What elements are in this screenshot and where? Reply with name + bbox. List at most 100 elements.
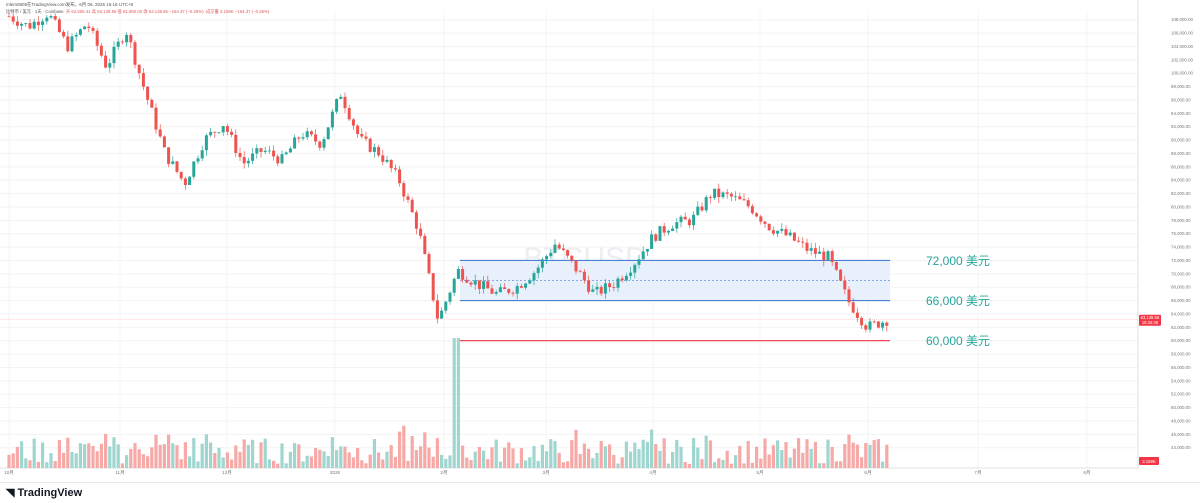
volume-bar <box>591 458 595 468</box>
x-tick-label: 7月 <box>974 470 981 476</box>
y-tick-label: 70,000.00 <box>1171 271 1191 276</box>
volume-bar <box>540 444 544 468</box>
volume-bar <box>116 444 120 468</box>
candle-body <box>45 17 49 22</box>
volume-bar <box>461 445 465 468</box>
candle-body <box>750 206 754 214</box>
y-tick-label: 96,000.00 <box>1171 97 1191 102</box>
candle-body <box>322 139 326 148</box>
x-tick-label: 8月 <box>1083 470 1090 476</box>
candle-body <box>805 242 809 251</box>
candle-body <box>872 321 876 323</box>
candle-body <box>662 226 666 233</box>
candle-body <box>53 16 57 20</box>
volume-bar <box>549 439 553 468</box>
candle-body <box>738 196 742 200</box>
volume-bar <box>28 460 32 468</box>
volume-bar <box>297 444 301 468</box>
y-tick-label: 60,000.00 <box>1171 338 1191 343</box>
volume-bar <box>45 462 49 468</box>
candle-body <box>671 228 675 231</box>
candle-body <box>666 230 670 233</box>
volume-bar <box>238 451 242 468</box>
volume-bar <box>771 445 775 468</box>
x-tick-label: 11月 <box>115 470 124 476</box>
candle-body <box>150 99 154 108</box>
volume-bar <box>545 451 549 468</box>
candle-body <box>813 248 817 254</box>
candle-body <box>570 255 574 261</box>
candle-body <box>259 148 263 152</box>
volume-bar <box>141 454 145 468</box>
volume-bar <box>494 439 498 468</box>
candle-body <box>255 148 259 154</box>
candle-body <box>221 126 225 133</box>
tradingview-logo-icon: ◥ <box>6 487 15 499</box>
volume-bar <box>603 446 607 468</box>
candle-body <box>452 278 456 293</box>
y-tick-label: 54,000.00 <box>1171 378 1191 383</box>
candle-body <box>528 280 532 284</box>
volume-bar <box>519 448 523 468</box>
volume-bar <box>309 456 313 468</box>
volume-bar <box>566 461 570 468</box>
volume-bar <box>885 444 889 468</box>
candle-body <box>32 21 36 29</box>
volume-bar <box>876 439 880 468</box>
candle-body <box>591 289 595 292</box>
volume-bar <box>830 447 834 468</box>
volume-bar <box>125 455 129 468</box>
candle-body <box>612 287 616 288</box>
volume-bar <box>658 450 662 468</box>
candle-body <box>809 248 813 251</box>
volume-bar <box>11 453 15 468</box>
last-price-value: 63,138.56 <box>1141 315 1160 320</box>
volume-bar <box>49 453 53 468</box>
candle-body <box>797 240 801 242</box>
volume-bar <box>343 446 347 468</box>
volume-bar <box>32 438 36 468</box>
volume-bar <box>763 438 767 468</box>
y-tick-label: 44,000.00 <box>1171 445 1191 450</box>
candle-body <box>398 169 402 184</box>
level-label: 60,000 美元 <box>926 334 990 348</box>
volume-bar <box>234 445 238 468</box>
volume-bar <box>183 442 187 468</box>
volume-bar <box>608 444 612 468</box>
candle-body <box>641 251 645 260</box>
candle-body <box>650 234 654 249</box>
candle-body <box>326 127 330 140</box>
y-tick-label: 108,000.00 <box>1171 17 1194 22</box>
candle-body <box>515 286 519 294</box>
candle-body <box>293 137 297 149</box>
tradingview-logo[interactable]: ◥ TradingView <box>6 486 82 499</box>
candle-body <box>427 254 431 274</box>
candle-body <box>62 31 66 37</box>
volume-bar <box>624 441 628 468</box>
volume-bar <box>868 444 872 468</box>
volume-bar <box>406 460 410 468</box>
candle-body <box>839 269 843 281</box>
volume-bar <box>666 463 670 468</box>
volume-bar <box>385 451 389 468</box>
candle-body <box>280 154 284 164</box>
volume-bar <box>528 457 532 468</box>
volume-bar <box>616 463 620 468</box>
candle-body <box>830 251 834 262</box>
volume-bar <box>469 460 473 468</box>
candle-body <box>91 28 95 31</box>
volume-bar <box>734 455 738 468</box>
candle-body <box>11 16 15 22</box>
candle-body <box>746 200 750 207</box>
volume-bar <box>431 456 435 468</box>
volume-bar <box>414 450 418 468</box>
volume-bar <box>851 442 855 468</box>
candle-body <box>654 234 658 241</box>
y-tick-label: 102,000.00 <box>1171 57 1194 62</box>
candle-body <box>553 244 557 253</box>
volume-bar <box>633 442 637 468</box>
volume-bar <box>860 457 864 468</box>
candle-body <box>574 260 578 272</box>
volume-bar <box>456 338 460 468</box>
